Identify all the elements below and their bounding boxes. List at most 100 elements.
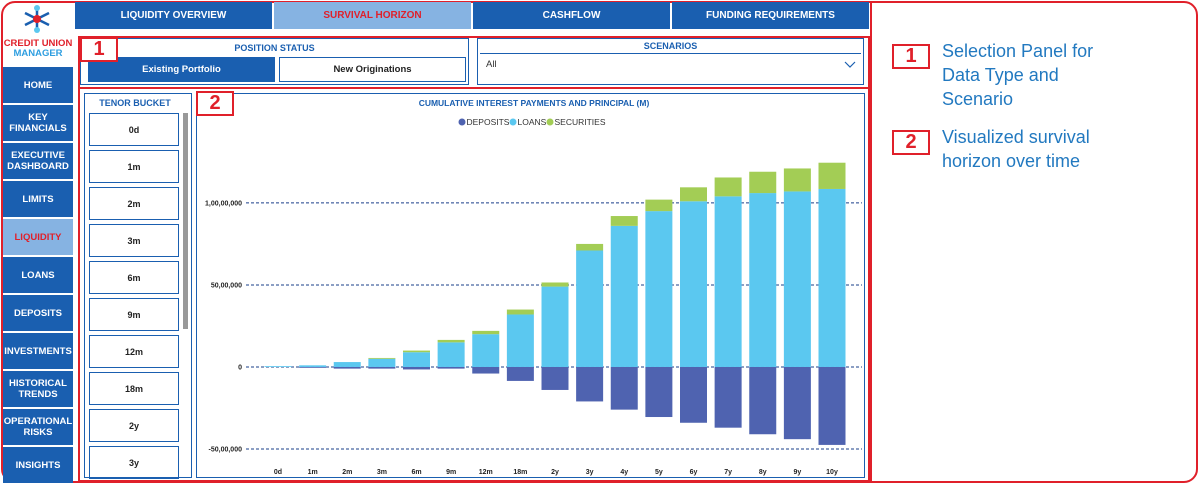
sidebar-item[interactable]: HISTORICAL TRENDS <box>3 371 73 408</box>
tenor-button[interactable]: 0d <box>89 113 179 146</box>
tenor-button[interactable]: 3m <box>89 224 179 257</box>
x-tick-label: 7y <box>724 469 732 476</box>
x-tick-label: 9y <box>793 469 801 476</box>
bar-segment <box>472 366 500 374</box>
bar-segment <box>818 188 846 367</box>
tenor-button[interactable]: 6m <box>89 261 179 294</box>
sidebar-item[interactable]: INSIGHTS <box>3 447 73 484</box>
bar-segment <box>403 350 430 353</box>
callout-text: Visualized survival <box>942 127 1090 147</box>
panel-title: TENOR BUCKET <box>99 98 171 108</box>
chart-title: CUMULATIVE INTEREST PAYMENTS AND PRINCIP… <box>419 98 650 108</box>
tenor-button[interactable]: 2m <box>89 187 179 220</box>
y-tick-label: 1,00,00,000 <box>205 200 242 207</box>
bar-segment <box>576 366 604 402</box>
x-tick-label: 1m <box>308 469 318 476</box>
scenarios-panel: SCENARIOS All <box>477 38 864 85</box>
nav-tab[interactable]: LIQUIDITY OVERVIEW <box>75 2 272 29</box>
bar-segment <box>437 342 465 367</box>
content-outline <box>78 36 870 482</box>
bar-segment <box>680 187 707 202</box>
bar-segment <box>403 366 430 370</box>
tenor-button[interactable]: 18m <box>89 372 179 405</box>
bar-segment <box>472 334 500 367</box>
x-tick-label: 6m <box>411 469 421 476</box>
rule <box>480 53 861 54</box>
y-tick-label: 0 <box>238 364 242 371</box>
callout-text: Selection Panel for <box>942 41 1094 61</box>
divider <box>870 1 872 483</box>
sidebar-item[interactable]: LOANS <box>3 257 73 294</box>
bar-segment <box>749 366 777 435</box>
nav-tab[interactable]: CASHFLOW <box>473 2 670 29</box>
bar-segment <box>333 362 361 367</box>
x-tick-label: 9m <box>446 469 456 476</box>
scrollbar[interactable] <box>183 113 188 329</box>
bar-segment <box>403 352 430 367</box>
dropdown-chevron[interactable] <box>844 59 856 69</box>
bar-segment <box>610 366 638 410</box>
x-tick-label: 4y <box>620 469 628 476</box>
callout-text: Scenario <box>942 89 1014 109</box>
legend-swatch <box>509 118 517 126</box>
logo-icon <box>24 5 50 33</box>
sidebar-item[interactable]: KEY FINANCIALS <box>3 105 73 142</box>
sidebar-item[interactable]: LIQUIDITY <box>3 219 73 256</box>
sidebar-item[interactable]: DEPOSITS <box>3 295 73 332</box>
bar-segment <box>368 357 396 359</box>
legend-swatch <box>458 118 466 126</box>
sidebar-item[interactable]: HOME <box>3 67 73 104</box>
bar-segment <box>437 339 465 343</box>
panel-title: POSITION STATUS <box>234 43 315 53</box>
tenor-panel: TENOR BUCKET 0d 1m 2m 3m 6m 9m 12m 18m 2y 3y <box>84 93 192 479</box>
tenor-button[interactable]: 3y <box>89 446 179 479</box>
bar-segment <box>264 366 292 367</box>
x-tick-label: 2y <box>551 469 559 476</box>
sidebar-item[interactable]: LIMITS <box>3 181 73 218</box>
nav-tab[interactable]: SURVIVAL HORIZON <box>274 2 471 29</box>
panel-title: SCENARIOS <box>643 41 698 51</box>
bar-segment <box>472 330 500 335</box>
bar-segment <box>680 201 707 367</box>
tenor-button[interactable]: 2y <box>89 409 179 442</box>
bar-segment <box>437 366 465 369</box>
bar-segment <box>645 366 673 418</box>
tenor-button[interactable]: 1m <box>89 150 179 183</box>
bar-segment <box>368 358 396 367</box>
bar-segment <box>541 366 569 390</box>
option-button[interactable]: Existing Portfolio <box>88 57 275 82</box>
bar-segment <box>299 365 327 367</box>
bar-segment <box>714 196 742 367</box>
bar-segment <box>610 225 638 367</box>
bar-segment <box>506 314 534 367</box>
tenor-button[interactable]: 12m <box>89 335 179 368</box>
x-tick-label: 3y <box>586 469 594 476</box>
bar-segment <box>576 250 604 367</box>
legend-label: DEPOSITS <box>467 117 510 127</box>
bar-segment <box>714 366 742 428</box>
sidebar-item[interactable]: INVESTMENTS <box>3 333 73 370</box>
tenor-button[interactable]: 9m <box>89 298 179 331</box>
bar-segment <box>783 168 811 192</box>
bar-segment <box>368 366 396 369</box>
bar-segment <box>506 366 534 381</box>
callout-badge: 1 <box>892 44 930 69</box>
x-tick-label: 5y <box>655 469 663 476</box>
nav-tab[interactable]: FUNDING REQUIREMENTS <box>672 2 869 29</box>
dropdown-value[interactable]: All <box>486 59 497 70</box>
y-tick-label: 50,00,000 <box>211 282 242 289</box>
sidebar-item[interactable]: EXECUTIVE DASHBOARD <box>3 143 73 180</box>
x-tick-label: 0d <box>274 469 282 476</box>
option-button[interactable]: New Originations <box>279 57 466 82</box>
sidebar-item[interactable]: OPERATIONAL RISKS <box>3 409 73 446</box>
y-tick-label: -50,00,000 <box>209 447 243 454</box>
bar-segment <box>506 309 534 315</box>
legend-label: LOANS <box>518 117 547 127</box>
callout-text: Data Type and <box>942 65 1059 85</box>
bar-segment <box>299 366 327 368</box>
callout-badge: 2 <box>196 91 234 116</box>
x-tick-label: 10y <box>826 469 838 476</box>
x-tick-label: 3m <box>377 469 387 476</box>
section-divider <box>78 87 870 89</box>
